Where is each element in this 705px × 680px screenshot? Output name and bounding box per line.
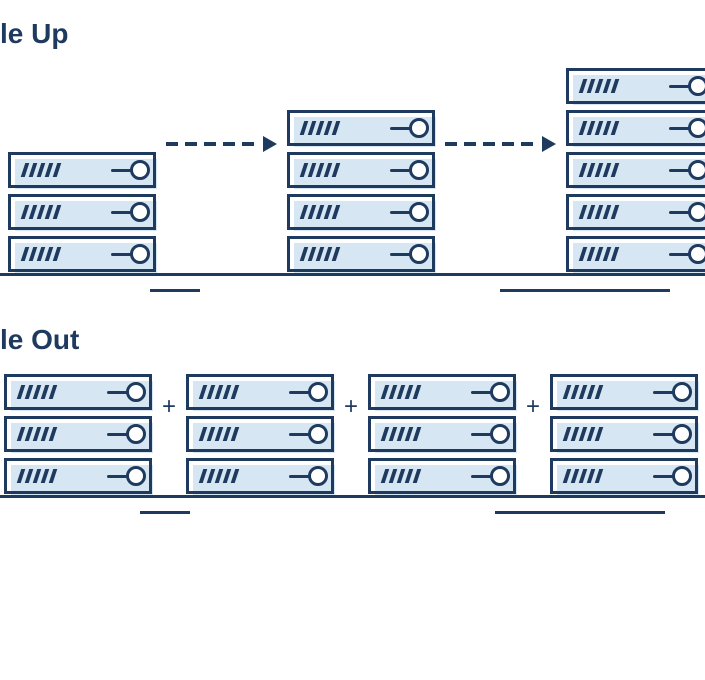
server-unit bbox=[8, 194, 156, 230]
dashed-arrow-icon bbox=[441, 136, 560, 152]
server-unit bbox=[550, 458, 698, 494]
drive-indicator-icon bbox=[111, 211, 143, 214]
drive-indicator-icon bbox=[289, 475, 321, 478]
vent-slashes bbox=[302, 247, 338, 261]
drive-indicator-icon bbox=[390, 127, 422, 130]
vent-slashes bbox=[581, 205, 617, 219]
server-stack bbox=[550, 374, 698, 498]
server-unit bbox=[368, 416, 516, 452]
server-unit bbox=[186, 458, 334, 494]
server-unit bbox=[566, 68, 705, 104]
server-unit bbox=[287, 236, 435, 272]
underline-tick bbox=[495, 511, 665, 514]
plus-icon: + bbox=[154, 393, 184, 421]
drive-indicator-icon bbox=[669, 127, 701, 130]
vent-slashes bbox=[581, 163, 617, 177]
server-unit bbox=[287, 194, 435, 230]
drive-indicator-icon bbox=[471, 475, 503, 478]
drive-indicator-icon bbox=[653, 433, 685, 436]
server-unit bbox=[566, 194, 705, 230]
vent-slashes bbox=[201, 469, 237, 483]
drive-indicator-icon bbox=[669, 211, 701, 214]
vent-slashes bbox=[383, 427, 419, 441]
server-stack bbox=[566, 68, 705, 276]
drive-indicator-icon bbox=[669, 85, 701, 88]
drive-indicator-icon bbox=[653, 391, 685, 394]
server-unit bbox=[8, 152, 156, 188]
drive-indicator-icon bbox=[471, 391, 503, 394]
server-unit bbox=[186, 416, 334, 452]
vent-slashes bbox=[565, 385, 601, 399]
plus-icon: + bbox=[336, 393, 366, 421]
dashed-arrow-icon bbox=[162, 136, 281, 152]
server-unit bbox=[368, 374, 516, 410]
scale-up-title: le Up bbox=[0, 18, 705, 50]
scale-up-row bbox=[0, 68, 705, 276]
vent-slashes bbox=[383, 469, 419, 483]
drive-indicator-icon bbox=[289, 391, 321, 394]
server-stack bbox=[287, 110, 435, 276]
server-unit bbox=[566, 152, 705, 188]
vent-slashes bbox=[565, 427, 601, 441]
scale-out-title: le Out bbox=[0, 324, 705, 356]
drive-indicator-icon bbox=[107, 433, 139, 436]
vent-slashes bbox=[201, 385, 237, 399]
server-unit bbox=[4, 416, 152, 452]
plus-icon: + bbox=[518, 393, 548, 421]
server-unit bbox=[186, 374, 334, 410]
drive-indicator-icon bbox=[669, 253, 701, 256]
vent-slashes bbox=[581, 247, 617, 261]
server-stack bbox=[4, 374, 152, 498]
vent-slashes bbox=[581, 121, 617, 135]
drive-indicator-icon bbox=[289, 433, 321, 436]
underline-tick bbox=[140, 511, 190, 514]
vent-slashes bbox=[581, 79, 617, 93]
vent-slashes bbox=[302, 163, 338, 177]
vent-slashes bbox=[302, 121, 338, 135]
server-unit bbox=[566, 110, 705, 146]
drive-indicator-icon bbox=[390, 253, 422, 256]
vent-slashes bbox=[383, 385, 419, 399]
server-unit bbox=[287, 152, 435, 188]
drive-indicator-icon bbox=[390, 169, 422, 172]
server-unit bbox=[550, 374, 698, 410]
drive-indicator-icon bbox=[107, 475, 139, 478]
vent-slashes bbox=[23, 163, 59, 177]
vent-slashes bbox=[19, 385, 55, 399]
server-unit bbox=[368, 458, 516, 494]
drive-indicator-icon bbox=[111, 169, 143, 172]
server-unit bbox=[8, 236, 156, 272]
vent-slashes bbox=[19, 469, 55, 483]
vent-slashes bbox=[19, 427, 55, 441]
vent-slashes bbox=[565, 469, 601, 483]
scale-up-section: le Up bbox=[0, 0, 705, 276]
drive-indicator-icon bbox=[107, 391, 139, 394]
server-stack bbox=[368, 374, 516, 498]
server-unit bbox=[4, 458, 152, 494]
drive-indicator-icon bbox=[653, 475, 685, 478]
server-unit bbox=[287, 110, 435, 146]
drive-indicator-icon bbox=[111, 253, 143, 256]
vent-slashes bbox=[23, 205, 59, 219]
server-stack bbox=[186, 374, 334, 498]
vent-slashes bbox=[201, 427, 237, 441]
drive-indicator-icon bbox=[669, 169, 701, 172]
server-unit bbox=[4, 374, 152, 410]
vent-slashes bbox=[23, 247, 59, 261]
server-stack bbox=[8, 152, 156, 276]
scale-out-row: + + + bbox=[0, 374, 705, 498]
vent-slashes bbox=[302, 205, 338, 219]
server-unit bbox=[550, 416, 698, 452]
server-unit bbox=[566, 236, 705, 272]
drive-indicator-icon bbox=[390, 211, 422, 214]
drive-indicator-icon bbox=[471, 433, 503, 436]
scale-out-section: le Out + + + bbox=[0, 276, 705, 498]
